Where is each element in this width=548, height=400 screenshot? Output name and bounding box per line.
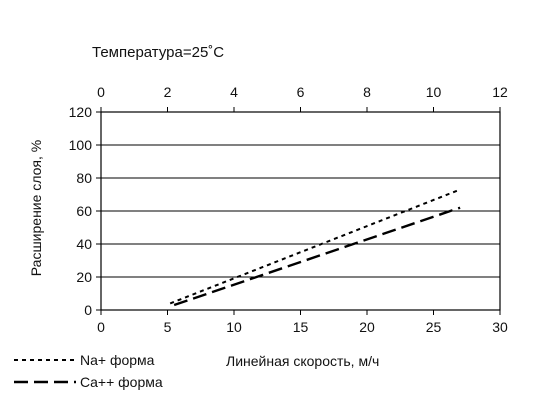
top-tick-label-2: 2 [164,84,172,100]
x-axis-ticks: 0 5 10 15 20 25 30 [97,310,508,335]
legend-swatch-dotted [14,359,76,361]
legend: Na+ форма Ca++ форма [14,349,163,393]
y-axis-ticks: 0 20 40 60 80 100 120 [69,104,101,318]
x-tick-label-0: 0 [97,319,105,335]
legend-swatch-dashed [14,380,76,384]
series-layer [169,188,461,307]
y-axis-label: Расширение слоя, % [28,139,44,277]
legend-item-na: Na+ форма [14,349,163,371]
top-tick-label-6: 6 [297,84,305,100]
x-tick-label-15: 15 [293,319,309,335]
y-tick-label-120: 120 [69,104,93,120]
x-tick-label-20: 20 [359,319,375,335]
y-tick-label-0: 0 [84,302,92,318]
legend-label-ca: Ca++ форма [80,374,163,390]
legend-item-ca: Ca++ форма [14,371,163,393]
series-line-na [169,188,461,305]
top-tick-label-12: 12 [492,84,508,100]
y-tick-label-60: 60 [76,203,92,219]
x-tick-label-5: 5 [164,319,172,335]
top-tick-label-4: 4 [230,84,238,100]
top-axis-ticks: 0 2 4 6 8 10 12 [97,84,508,112]
x-tick-label-30: 30 [492,319,508,335]
y-tick-label-100: 100 [69,137,93,153]
top-tick-label-8: 8 [363,84,371,100]
chart-title: Температура=25˚С [92,44,225,61]
top-tick-label-0: 0 [97,84,105,100]
top-tick-label-10: 10 [426,84,442,100]
grid-lines [101,144,500,278]
y-tick-label-80: 80 [76,170,92,186]
x-tick-label-10: 10 [226,319,242,335]
y-tick-label-20: 20 [76,269,92,285]
y-tick-label-40: 40 [76,236,92,252]
legend-label-na: Na+ форма [80,352,155,368]
x-axis-label: Линейная скорость, м/ч [226,353,380,369]
series-line-ca [173,206,461,307]
x-tick-label-25: 25 [426,319,442,335]
